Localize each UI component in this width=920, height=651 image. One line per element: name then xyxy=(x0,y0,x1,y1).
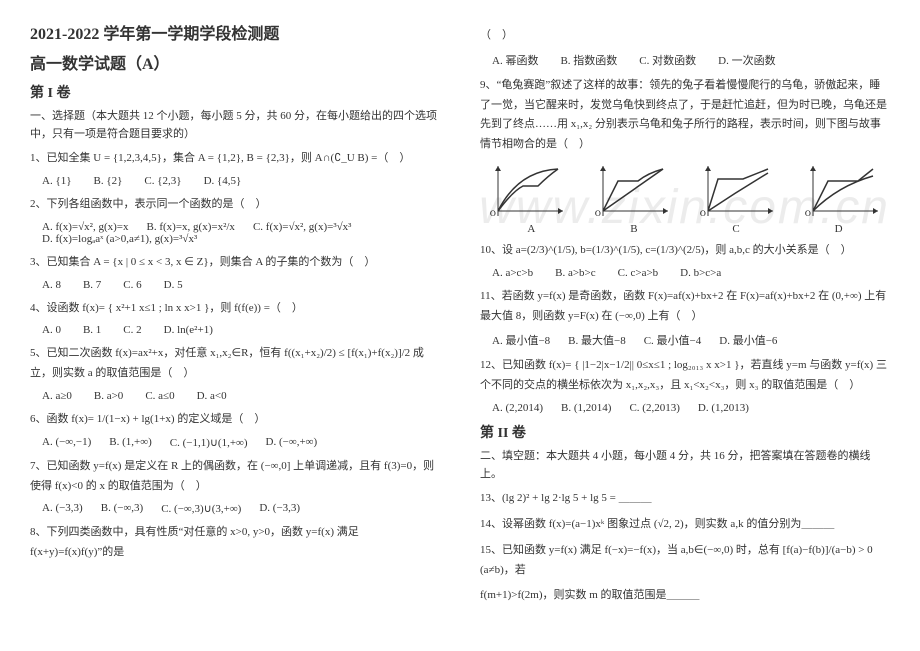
q8-opt-b: B. 指数函数 xyxy=(560,52,617,68)
q4-opt-c: C. 2 xyxy=(123,324,141,336)
question-8-options: A. 幂函数 B. 指数函数 C. 对数函数 D. 一次函数 xyxy=(492,52,890,68)
q9-label-a: A xyxy=(527,223,535,235)
question-12: 12、已知函数 f(x)= { |1−2|x−1/2|| 0≤x≤1 ; log… xyxy=(480,356,890,396)
svg-text:O: O xyxy=(700,209,706,218)
q1-opt-c: C. {2,3} xyxy=(144,175,181,187)
q10-opt-b: B. a>b>c xyxy=(555,267,596,279)
question-15-line2: f(m+1)>f(2m)，则实数 m 的取值范围是＿＿＿ xyxy=(480,586,890,606)
question-5-options: A. a≥0 B. a>0 C. a≤0 D. a<0 xyxy=(42,390,440,402)
q9-graph-labels: A B C D xyxy=(480,223,890,235)
q5-opt-b: B. a>0 xyxy=(94,390,123,402)
question-7-options: A. (−3,3) B. (−∞,3) C. (−∞,3)∪(3,+∞) D. … xyxy=(42,502,440,515)
q3-opt-b: B. 7 xyxy=(83,279,101,291)
question-1: 1、已知全集 U = {1,2,3,4,5}，集合 A = {1,2}, B =… xyxy=(30,149,440,169)
q4-opt-d: D. ln(e²+1) xyxy=(164,324,213,336)
q12-opt-a: A. (2,2014) xyxy=(492,402,543,414)
q11-opt-d: D. 最小值−6 xyxy=(719,332,777,348)
svg-text:O: O xyxy=(490,209,496,218)
question-11: 11、若函数 y=f(x) 是奇函数，函数 F(x)=af(x)+bx+2 在 … xyxy=(480,287,890,327)
left-column: 2021-2022 学年第一学期学段检测题 高一数学试题（A） 第 I 卷 一、… xyxy=(30,20,440,612)
q9-graphs: O O O xyxy=(480,161,890,221)
q3-opt-a: A. 8 xyxy=(42,279,61,291)
q10-opt-a: A. a>c>b xyxy=(492,267,533,279)
question-2: 2、下列各组函数中，表示同一个函数的是（ ） xyxy=(30,195,440,215)
q6-opt-c: C. (−1,1)∪(1,+∞) xyxy=(170,436,248,449)
q3-opt-d: D. 5 xyxy=(164,279,183,291)
q4-opt-a: A. 0 xyxy=(42,324,61,336)
subject-title: 高一数学试题（A） xyxy=(30,50,440,74)
q5-opt-d: D. a<0 xyxy=(197,390,227,402)
q2-opt-d: D. f(x)=logₐaˣ (a>0,a≠1), g(x)=³√x³ xyxy=(42,233,197,245)
question-13: 13、(lg 2)² + lg 2·lg 5 + lg 5 = ＿＿＿ xyxy=(480,489,890,509)
q2-opt-b: B. f(x)=x, g(x)=x²/x xyxy=(147,221,235,233)
q11-opt-a: A. 最小值−8 xyxy=(492,332,550,348)
question-8: 8、下列四类函数中，具有性质“对任意的 x>0, y>0，函数 y=f(x) 满… xyxy=(30,523,440,563)
q5-opt-c: C. a≤0 xyxy=(145,390,174,402)
q1-opt-d: D. {4,5} xyxy=(204,175,242,187)
svg-text:O: O xyxy=(805,209,811,218)
question-4-options: A. 0 B. 1 C. 2 D. ln(e²+1) xyxy=(42,324,440,336)
q9-label-d: D xyxy=(835,223,843,235)
question-7: 7、已知函数 y=f(x) 是定义在 R 上的偶函数，在 (−∞,0] 上单调递… xyxy=(30,457,440,497)
q2-opt-a: A. f(x)=√x², g(x)=x xyxy=(42,221,129,233)
question-3-options: A. 8 B. 7 C. 6 D. 5 xyxy=(42,279,440,291)
page-container: 2021-2022 学年第一学期学段检测题 高一数学试题（A） 第 I 卷 一、… xyxy=(30,20,890,612)
q5-opt-a: A. a≥0 xyxy=(42,390,72,402)
question-6: 6、函数 f(x)= 1/(1−x) + lg(1+x) 的定义域是（ ） xyxy=(30,410,440,430)
q7-opt-c: C. (−∞,3)∪(3,+∞) xyxy=(161,502,241,515)
question-10: 10、设 a=(2/3)^(1/5), b=(1/3)^(1/5), c=(1/… xyxy=(480,241,890,261)
question-10-options: A. a>c>b B. a>b>c C. c>a>b D. b>c>a xyxy=(492,267,890,279)
q4-opt-b: B. 1 xyxy=(83,324,101,336)
q12-opt-c: C. (2,2013) xyxy=(629,402,679,414)
graph-b-icon: O xyxy=(593,161,673,221)
q3-opt-c: C. 6 xyxy=(123,279,141,291)
question-8-paren: （ ） xyxy=(480,26,890,46)
q8-opt-a: A. 幂函数 xyxy=(492,52,538,68)
q8-opt-d: D. 一次函数 xyxy=(718,52,775,68)
q7-opt-b: B. (−∞,3) xyxy=(101,502,143,515)
q12-opt-b: B. (1,2014) xyxy=(561,402,611,414)
question-11-options: A. 最小值−8 B. 最大值−8 C. 最小值−4 D. 最小值−6 xyxy=(492,332,890,348)
part2-heading: 第 II 卷 xyxy=(480,422,890,442)
question-14: 14、设幂函数 f(x)=(a−1)xᵏ 图象过点 (√2, 2)，则实数 a,… xyxy=(480,515,890,535)
question-15-line1: 15、已知函数 y=f(x) 满足 f(−x)=−f(x)，当 a,b∈(−∞,… xyxy=(480,541,890,581)
q7-opt-a: A. (−3,3) xyxy=(42,502,83,515)
q1-opt-a: A. {1} xyxy=(42,175,72,187)
q12-opt-d: D. (1,2013) xyxy=(698,402,749,414)
q9-label-b: B xyxy=(630,223,637,235)
right-column: （ ） A. 幂函数 B. 指数函数 C. 对数函数 D. 一次函数 9、“龟兔… xyxy=(480,20,890,612)
graph-d-icon: O xyxy=(803,161,883,221)
q10-opt-c: C. c>a>b xyxy=(618,267,659,279)
q6-opt-b: B. (1,+∞) xyxy=(109,436,151,449)
q1-opt-b: B. {2} xyxy=(94,175,123,187)
q11-opt-c: C. 最小值−4 xyxy=(644,332,702,348)
question-3: 3、已知集合 A = {x | 0 ≤ x < 3, x ∈ Z}，则集合 A … xyxy=(30,253,440,273)
graph-c-icon: O xyxy=(698,161,778,221)
q6-opt-d: D. (−∞,+∞) xyxy=(266,436,318,449)
question-6-options: A. (−∞,−1) B. (1,+∞) C. (−1,1)∪(1,+∞) D.… xyxy=(42,436,440,449)
term-title: 2021-2022 学年第一学期学段检测题 xyxy=(30,20,440,44)
question-5: 5、已知二次函数 f(x)=ax²+x，对任意 x₁,x₂∈R，恒有 f((x₁… xyxy=(30,344,440,384)
question-12-options: A. (2,2014) B. (1,2014) C. (2,2013) D. (… xyxy=(492,402,890,414)
question-9: 9、“龟兔赛跑”叙述了这样的故事：领先的兔子看着慢慢爬行的乌龟，骄傲起来，睡了一… xyxy=(480,76,890,155)
graph-a-icon: O xyxy=(488,161,568,221)
q2-opt-c: C. f(x)=√x², g(x)=³√x³ xyxy=(253,221,352,233)
q10-opt-d: D. b>c>a xyxy=(680,267,721,279)
section1-instruction: 一、选择题（本大题共 12 个小题，每小题 5 分，共 60 分，在每小题给出的… xyxy=(30,108,440,143)
q7-opt-d: D. (−3,3) xyxy=(259,502,300,515)
q6-opt-a: A. (−∞,−1) xyxy=(42,436,91,449)
question-4: 4、设函数 f(x)= { x²+1 x≤1 ; ln x x>1 }，则 f(… xyxy=(30,299,440,319)
q8-opt-c: C. 对数函数 xyxy=(639,52,696,68)
svg-text:O: O xyxy=(595,209,601,218)
question-2-options: A. f(x)=√x², g(x)=x B. f(x)=x, g(x)=x²/x… xyxy=(42,221,440,245)
q9-label-c: C xyxy=(732,223,739,235)
q11-opt-b: B. 最大值−8 xyxy=(568,332,626,348)
section2-instruction: 二、填空题：本大题共 4 小题，每小题 4 分，共 16 分，把答案填在答题卷的… xyxy=(480,448,890,483)
part1-heading: 第 I 卷 xyxy=(30,82,440,102)
question-1-options: A. {1} B. {2} C. {2,3} D. {4,5} xyxy=(42,175,440,187)
